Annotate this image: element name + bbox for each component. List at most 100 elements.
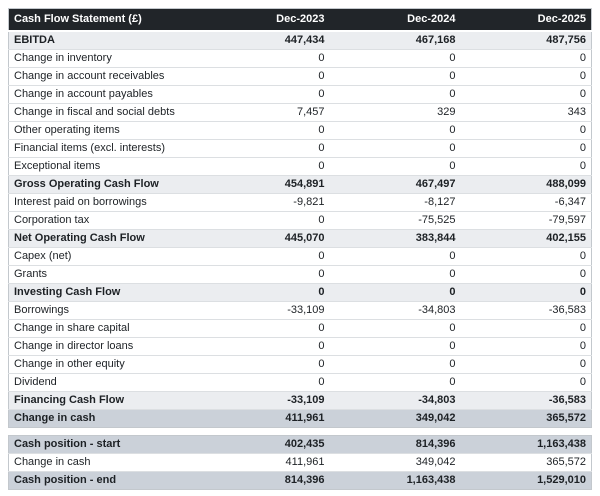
row-value: 0 (318, 51, 325, 64)
table-row: Financing Cash Flow -33,109 -34,803 -36,583 (8, 391, 592, 409)
table-header-row: Cash Flow Statement (£) Dec-2023 Dec-202… (8, 8, 592, 31)
row-value: 467,168 (415, 33, 456, 46)
table-row: Change in other equity 0 0 0 (8, 355, 592, 373)
row-value: 402,435 (284, 437, 325, 450)
row-value: 0 (449, 51, 456, 64)
table-row: Interest paid on borrowings -9,821 -8,127 -… (8, 193, 592, 211)
table-row: Exceptional items 0 0 0 (8, 157, 592, 175)
row-value: -34,803 (418, 303, 456, 316)
row-value: 0 (318, 321, 325, 334)
row-value: 0 (318, 339, 325, 352)
row-value: 365,572 (546, 411, 586, 424)
table-row: Financial items (excl. interests) 0 0 0 (8, 139, 592, 157)
row-value: 814,396 (284, 473, 325, 486)
row-value: 0 (579, 159, 586, 172)
row-value: 0 (449, 375, 456, 388)
table-row: Borrowings -33,109 -34,803 -36,583 (8, 301, 592, 319)
table-row: Change in inventory 0 0 0 (8, 49, 592, 67)
row-value: 402,155 (546, 231, 586, 244)
row-value: -33,109 (287, 393, 325, 406)
row-value: 487,756 (546, 33, 586, 46)
row-value: 0 (449, 285, 456, 298)
row-value: 0 (579, 357, 586, 370)
row-label: Change in inventory (14, 51, 112, 64)
row-label: Change in director loans (14, 339, 134, 352)
table-row: Change in cash 411,961 349,042 365,572 (8, 409, 592, 427)
row-value: 411,961 (285, 411, 325, 424)
row-value: 1,163,438 (537, 437, 586, 450)
row-value: -79,597 (548, 213, 586, 226)
row-value: 0 (579, 285, 586, 298)
row-label: Financing Cash Flow (14, 393, 125, 406)
table-row: Capex (net) 0 0 0 (8, 247, 592, 265)
row-value: -8,127 (424, 195, 456, 208)
row-value: 0 (449, 141, 456, 154)
row-value: 0 (449, 267, 456, 280)
row-label: Change in cash (14, 411, 96, 424)
row-value: 0 (579, 321, 586, 334)
row-value: 0 (318, 375, 325, 388)
row-value: 814,396 (415, 437, 456, 450)
row-value: 1,529,010 (537, 473, 586, 486)
row-label: Exceptional items (14, 159, 101, 172)
row-value: 0 (449, 159, 456, 172)
row-value: -6,347 (554, 195, 586, 208)
row-value: 0 (318, 141, 325, 154)
row-label: Dividend (14, 375, 57, 388)
row-label: Change in fiscal and social debts (14, 105, 175, 118)
row-label: Change in share capital (14, 321, 130, 334)
row-value: 0 (318, 213, 325, 226)
table-row: Change in account receivables 0 0 0 (8, 67, 592, 85)
row-value: 0 (318, 285, 325, 298)
column-header-dec-2024: Dec-2024 (329, 8, 461, 31)
row-value: 454,891 (284, 177, 325, 190)
row-value: -34,803 (418, 393, 456, 406)
row-value: 0 (449, 69, 456, 82)
table-row: Change in fiscal and social debts 7,457 32… (8, 103, 592, 121)
row-value: 0 (449, 87, 456, 100)
row-value: -9,821 (293, 195, 325, 208)
row-value: 0 (579, 249, 586, 262)
row-value: 383,844 (415, 231, 456, 244)
row-label: EBITDA (14, 33, 55, 46)
table-row: Net Operating Cash Flow 445,070 383,844 402… (8, 229, 592, 247)
row-label: Interest paid on borrowings (14, 195, 147, 208)
row-value: 445,070 (284, 231, 325, 244)
row-label: Other operating items (14, 123, 120, 136)
column-header-dec-2023: Dec-2023 (198, 8, 330, 31)
row-label: Change in account receivables (14, 69, 165, 82)
table-row: Gross Operating Cash Flow 454,891 467,497 4… (8, 175, 592, 193)
table-row: Change in director loans 0 0 0 (8, 337, 592, 355)
row-value: 0 (318, 159, 325, 172)
row-label: Capex (net) (14, 249, 72, 262)
row-value: 7,457 (296, 105, 325, 118)
table-row: Cash position - end 814,396 1,163,438 1,529… (8, 471, 592, 489)
row-value: 343 (567, 105, 586, 118)
row-value: 0 (318, 123, 325, 136)
row-value: 0 (579, 51, 586, 64)
table-title: Cash Flow Statement (£) (8, 8, 199, 31)
row-value: -33,109 (287, 303, 325, 316)
cash-position-table: Cash position - start 402,435 814,396 1,163… (8, 434, 592, 490)
row-value: 329 (437, 105, 456, 118)
row-value: 0 (579, 69, 586, 82)
row-value: 488,099 (546, 177, 586, 190)
row-label: Gross Operating Cash Flow (14, 177, 159, 190)
row-value: 0 (579, 87, 586, 100)
table-row: Dividend 0 0 0 (8, 373, 592, 391)
row-value: 0 (579, 123, 586, 136)
row-value: 0 (449, 321, 456, 334)
row-value: -36,583 (548, 303, 586, 316)
row-value: 0 (318, 69, 325, 82)
row-value: 467,497 (415, 177, 456, 190)
row-value: 447,434 (284, 33, 325, 46)
summary-rows-body: Cash position - start 402,435 814,396 1,163… (8, 435, 592, 489)
table-row: Other operating items 0 0 0 (8, 121, 592, 139)
table-row: Change in share capital 0 0 0 (8, 319, 592, 337)
row-label: Change in cash (14, 455, 91, 468)
row-value: -75,525 (418, 213, 456, 226)
row-value: 0 (579, 141, 586, 154)
row-label: Grants (14, 267, 48, 280)
row-value: 411,961 (285, 455, 325, 468)
